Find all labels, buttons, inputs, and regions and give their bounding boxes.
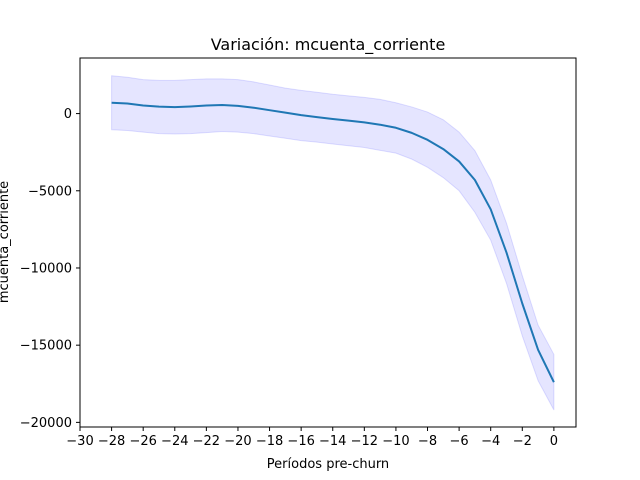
chart-title: Variación: mcuenta_corriente <box>211 35 446 55</box>
x-tick-label: −22 <box>193 434 220 449</box>
x-tick-label: −30 <box>66 434 93 449</box>
confidence-band <box>111 75 555 411</box>
x-tick-label: −18 <box>256 434 283 449</box>
y-tick-label: −5000 <box>28 184 72 199</box>
x-tick-label: −4 <box>481 434 500 449</box>
x-tick-label: −20 <box>224 434 251 449</box>
x-tick-label: −16 <box>287 434 314 449</box>
x-tick-label: −26 <box>129 434 156 449</box>
x-tick-label: −2 <box>513 434 532 449</box>
x-tick-label: −28 <box>98 434 125 449</box>
x-tick-label: −6 <box>450 434 469 449</box>
x-tick-label: 0 <box>550 434 558 449</box>
y-tick-label: −15000 <box>20 339 72 354</box>
x-axis-label: Períodos pre-churn <box>267 457 389 472</box>
x-tick-label: −10 <box>382 434 409 449</box>
y-tick-label: 0 <box>64 107 72 122</box>
x-tick-label: −14 <box>319 434 346 449</box>
x-tick-label: −24 <box>161 434 188 449</box>
y-tick-label: −10000 <box>20 261 72 276</box>
x-axis: −30 −28 −26 −24 −22 −20 −18 −16 −14 −12 −10 −8 −6 −4−… <box>66 427 558 449</box>
y-tick-label: −20000 <box>20 416 72 431</box>
y-axis: 0 −5000 −10000 −15000 −20000 <box>20 107 80 431</box>
y-axis-label: mcuenta_corriente <box>0 181 12 303</box>
plot-frame <box>79 57 577 428</box>
plot-area <box>79 57 577 428</box>
x-tick-label: −8 <box>418 434 437 449</box>
x-tick-label: −12 <box>351 434 378 449</box>
series-line <box>111 101 555 383</box>
